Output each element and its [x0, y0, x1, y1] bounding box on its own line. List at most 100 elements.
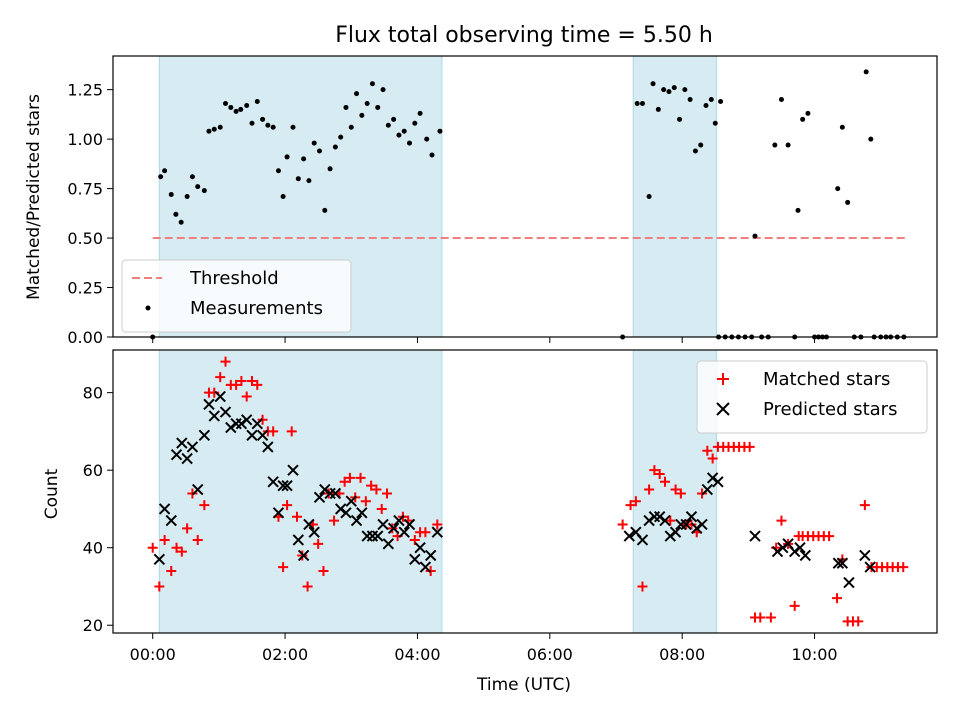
predicted-stars-point — [181, 452, 193, 465]
predicted-stars-point — [356, 507, 368, 519]
measurements-point — [311, 140, 317, 146]
matched-stars-point — [659, 476, 670, 487]
matched-stars-point — [789, 600, 800, 611]
predicted-stars-point — [712, 476, 724, 488]
matched-stars-point — [366, 480, 377, 491]
y-tick-label: 20 — [83, 616, 103, 635]
predicted-stars-point — [176, 437, 188, 449]
measurements-point — [380, 87, 386, 93]
legend-measurement-key — [145, 305, 151, 311]
plot-frame — [112, 55, 938, 338]
measurements-point — [845, 199, 851, 205]
predicted-stars-point — [377, 518, 389, 531]
measurements-point — [316, 148, 322, 154]
matched-stars-point — [630, 496, 641, 507]
matched-stars-point — [898, 562, 909, 573]
predicted-stars-point — [251, 417, 263, 430]
measurements-point — [369, 81, 375, 87]
predicted-stars-point — [303, 518, 315, 531]
measurements-point — [295, 176, 301, 182]
predicted-stars-point — [267, 476, 279, 488]
x-tick-label: 02:00 — [262, 645, 308, 664]
y-tick-label: 0.00 — [67, 328, 103, 347]
legend-label: Threshold — [189, 268, 279, 289]
measurements-point — [712, 120, 718, 126]
x-axis-label: Time (UTC) — [476, 675, 571, 695]
predicted-stars-point — [419, 561, 432, 573]
predicted-stars-point — [240, 414, 253, 426]
predicted-stars-point — [691, 522, 703, 535]
x-tick-label: 10:00 — [792, 645, 838, 664]
legend-label: Measurements — [190, 298, 323, 319]
measurements-point — [868, 136, 874, 142]
predicted-stars-point — [424, 549, 437, 562]
measurements-point — [666, 89, 672, 95]
shaded-interval — [632, 55, 718, 338]
measurements-point — [396, 132, 402, 138]
predicted-stars-point — [777, 542, 789, 554]
measurements-point — [752, 233, 758, 239]
measurements-point — [332, 144, 338, 150]
measurements-point — [375, 104, 381, 110]
predicted-stars-point — [219, 406, 232, 418]
matched-stars-point — [355, 472, 366, 483]
predicted-stars-point — [203, 398, 215, 410]
matched-stars-point — [318, 565, 329, 576]
matched-stars-point — [187, 488, 198, 499]
predicted-stars-point — [192, 483, 204, 496]
shaded-interval — [158, 349, 443, 634]
measurements-point — [661, 87, 667, 93]
predicted-stars-point — [799, 549, 811, 562]
predicted-stars-point — [198, 429, 211, 441]
y-tick-label: 0.75 — [67, 180, 103, 199]
matched-stars-point — [252, 379, 263, 390]
predicted-stars-point — [864, 561, 876, 573]
measurements-point — [785, 142, 791, 148]
measurements-point — [634, 100, 640, 106]
measurements-point — [391, 116, 397, 122]
predicted-stars-point — [771, 545, 784, 558]
predicted-stars-point — [393, 514, 405, 527]
y-tick-label: 40 — [83, 539, 103, 558]
matched-stars-point — [859, 500, 870, 511]
predicted-stars-point — [387, 522, 400, 535]
measurements-point — [290, 124, 296, 130]
measurements-point — [429, 152, 435, 158]
measurements-point — [407, 140, 413, 146]
predicted-stars-point — [235, 417, 248, 430]
predicted-stars-point — [340, 507, 352, 519]
predicted-stars-point — [403, 518, 416, 531]
matched-stars-point — [707, 453, 718, 464]
matched-stars-point — [282, 500, 293, 511]
predicted-stars-point — [414, 542, 426, 554]
matched-stars-point — [744, 441, 755, 452]
measurements-point — [223, 100, 229, 106]
matched-stars-point — [686, 519, 697, 530]
predicted-stars-point — [859, 549, 871, 562]
measurements-point — [168, 192, 174, 198]
predicted-stars-point — [186, 441, 199, 453]
measurements-point — [424, 136, 430, 142]
x-tick-label: 08:00 — [659, 645, 705, 664]
measurements-point — [778, 97, 784, 103]
measurements-point — [284, 154, 290, 160]
measurements-point — [364, 100, 370, 106]
predicted-stars-point — [836, 557, 849, 569]
measurements-point — [772, 142, 778, 148]
matched-stars-point — [432, 519, 443, 530]
measurements-point — [692, 148, 698, 154]
count-y-axis-label: Count — [42, 468, 62, 519]
matched-stars-point — [755, 612, 766, 623]
predicted-stars-point — [659, 514, 671, 527]
matched-stars-point — [246, 376, 257, 387]
measurements-point — [671, 85, 677, 91]
matched-stars-point — [171, 542, 182, 553]
legend-box — [121, 259, 352, 333]
predicted-stars-point — [225, 421, 237, 434]
measurements-point — [417, 110, 423, 116]
predicted-stars-point — [706, 472, 719, 484]
predicted-stars-point — [643, 514, 655, 527]
predicted-stars-point — [272, 507, 285, 519]
measurements-point — [173, 211, 179, 217]
